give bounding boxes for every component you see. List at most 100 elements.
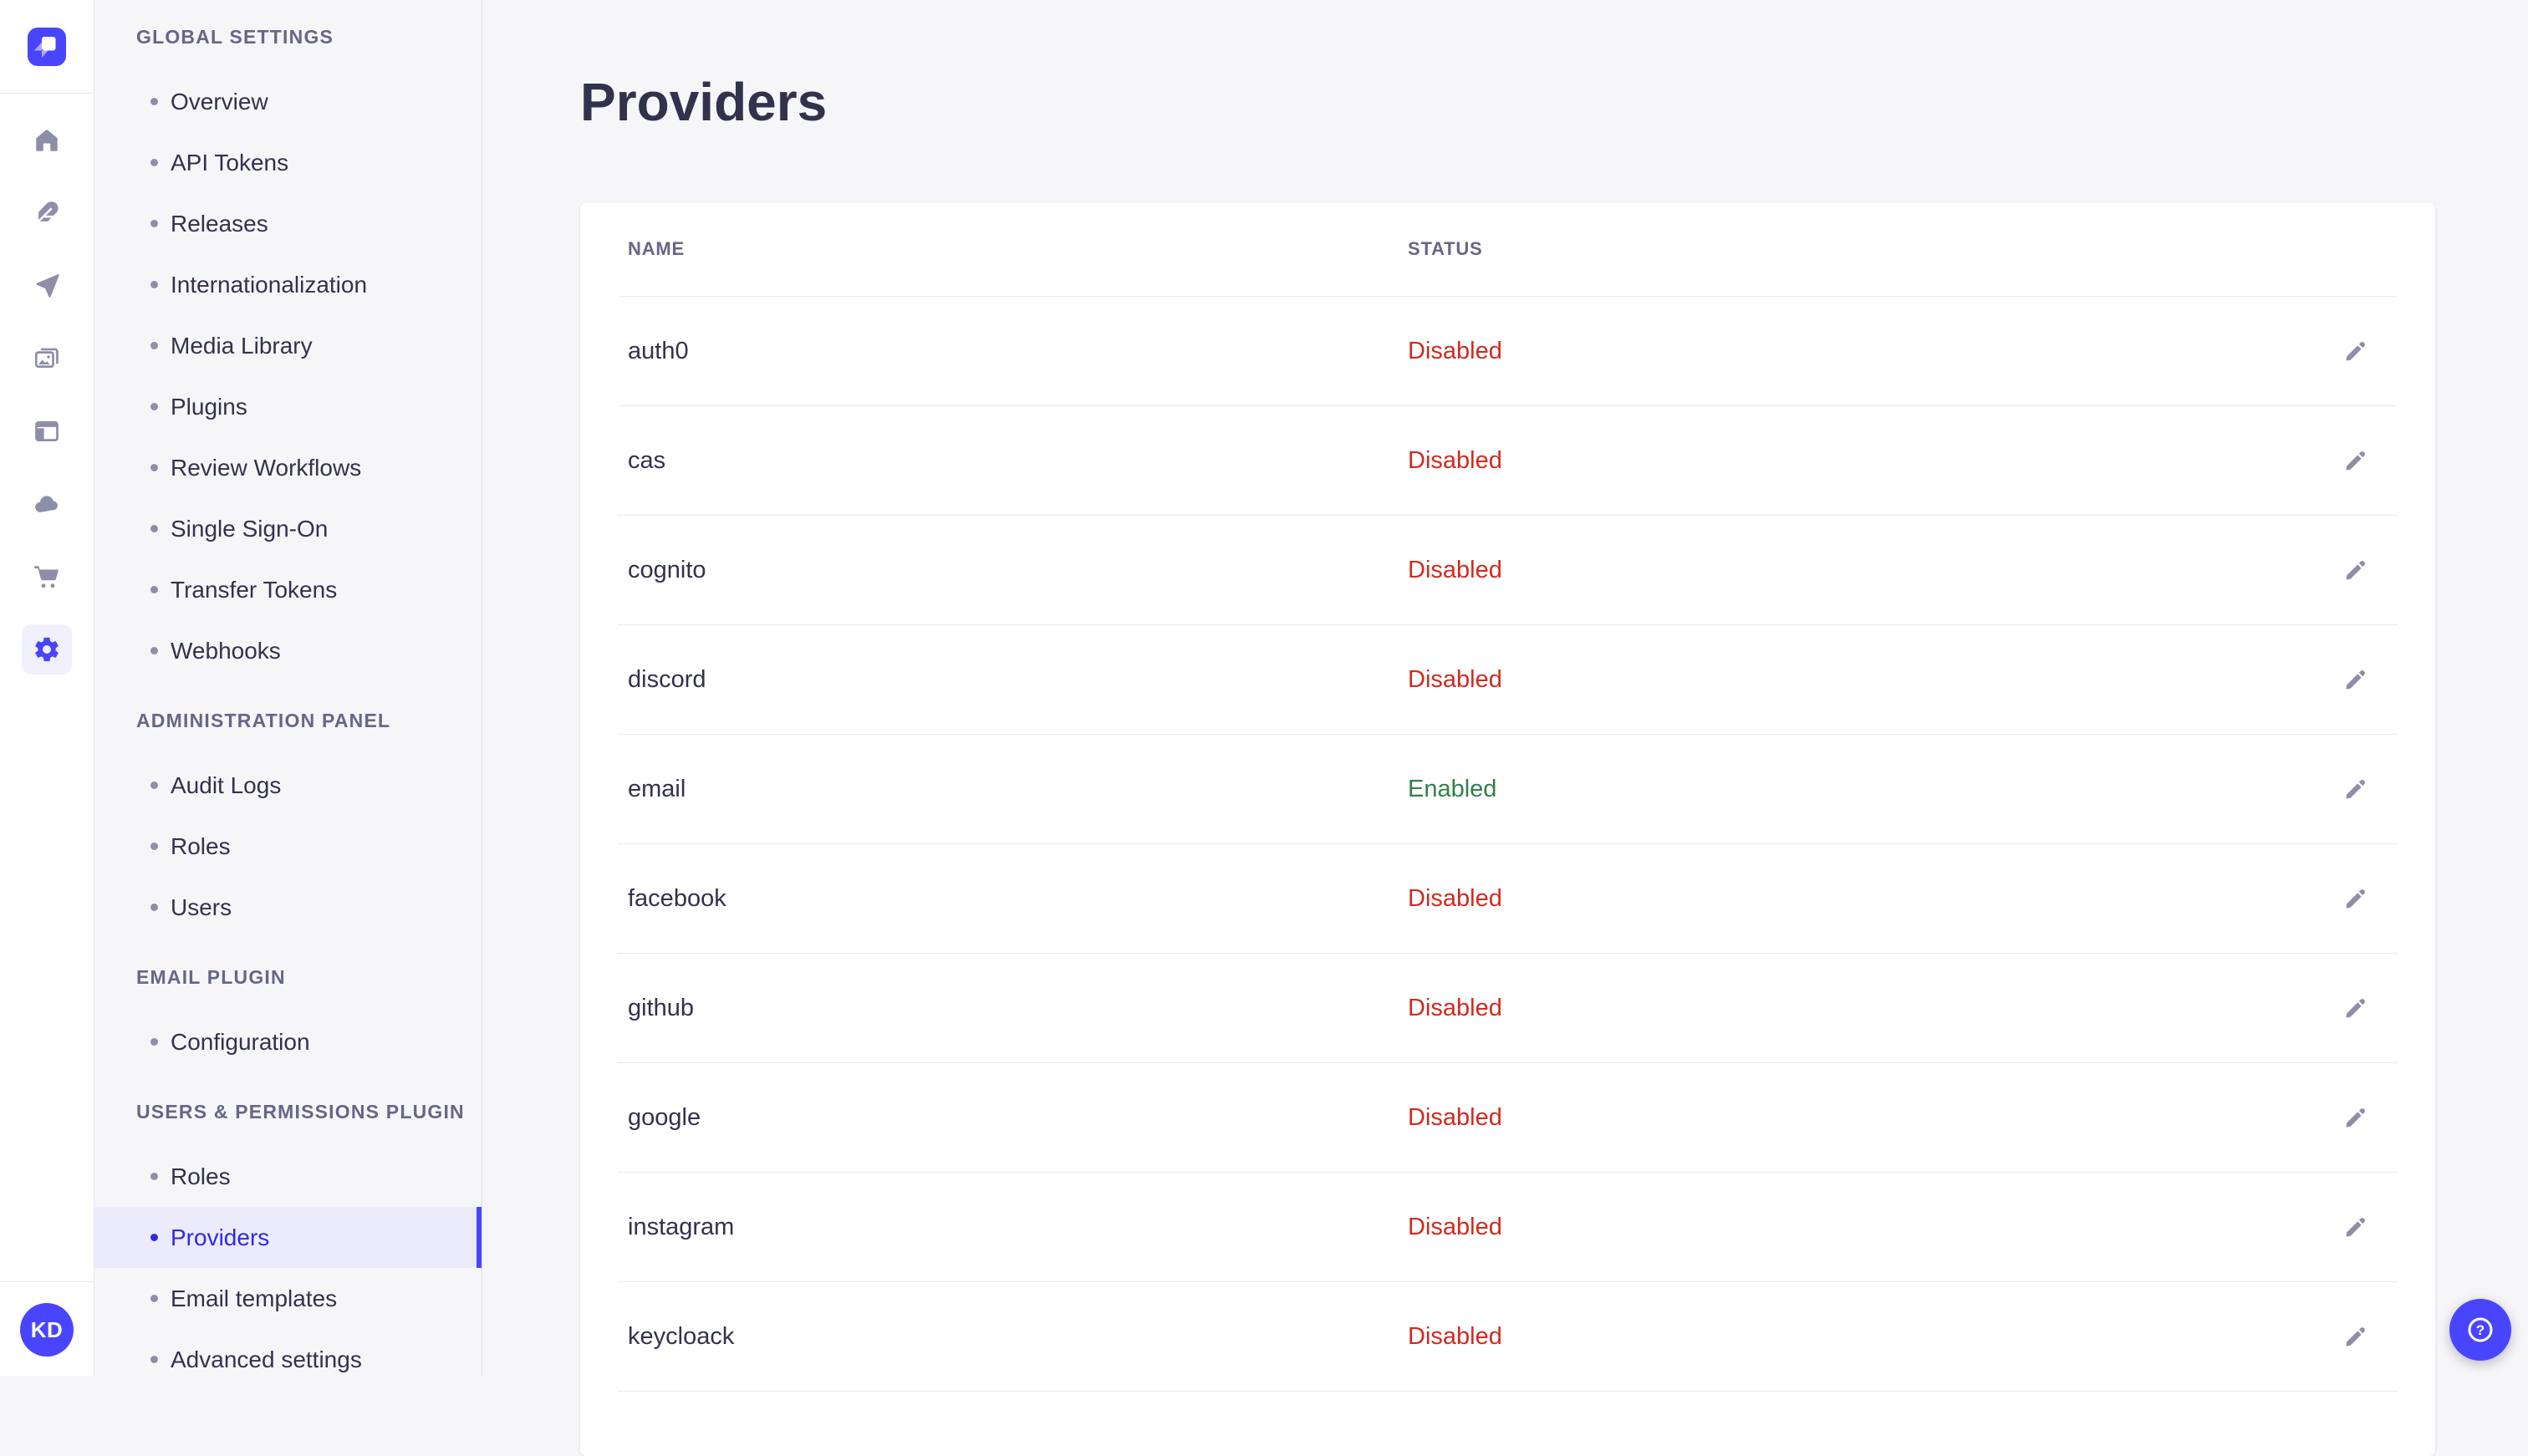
provider-name: facebook <box>618 885 1408 913</box>
bullet-icon <box>150 1356 158 1363</box>
table-row-instagram: instagram Disabled <box>580 1173 2435 1282</box>
subnav-item-webhooks[interactable]: Webhooks <box>94 620 482 681</box>
subnav-item-label: Single Sign-On <box>171 516 328 542</box>
table-row-google: google Disabled <box>580 1063 2435 1173</box>
edit-provider-button[interactable] <box>2337 880 2374 917</box>
edit-provider-button[interactable] <box>2337 1318 2374 1355</box>
home-icon <box>33 126 61 155</box>
subnav-item-single-sign-on[interactable]: Single Sign-On <box>94 498 482 559</box>
subnav-item-label: Overview <box>171 89 268 115</box>
table-header-row: NAME STATUS <box>580 202 2435 297</box>
subnav-item-label: Configuration <box>171 1029 310 1056</box>
subnav-item-audit-logs[interactable]: Audit Logs <box>94 755 482 816</box>
edit-provider-button[interactable] <box>2337 1209 2374 1245</box>
main-nav-rail: KD <box>0 0 94 1376</box>
bullet-icon <box>150 342 158 349</box>
bullet-icon <box>150 464 158 471</box>
nav-media-library-button[interactable] <box>23 335 70 382</box>
cart-icon <box>33 563 61 591</box>
table-row-github: github Disabled <box>580 954 2435 1063</box>
user-avatar[interactable]: KD <box>20 1303 74 1357</box>
edit-provider-button[interactable] <box>2337 552 2374 588</box>
subnav-item-plugins[interactable]: Plugins <box>94 376 482 437</box>
pencil-icon <box>2343 1214 2368 1240</box>
subnav-item-label: Advanced settings <box>171 1347 362 1373</box>
subnav-item-internationalization[interactable]: Internationalization <box>94 254 482 315</box>
providers-table-card: NAME STATUS auth0 Disabled cas Disabled <box>580 202 2435 1456</box>
subnav-item-roles[interactable]: Roles <box>94 816 482 877</box>
strapi-logo[interactable] <box>28 28 66 66</box>
pencil-icon <box>2343 1324 2368 1349</box>
subnav-section: EMAIL PLUGIN Configuration <box>94 947 482 1072</box>
provider-name: auth0 <box>618 338 1408 365</box>
question-mark-icon: ? <box>2464 1314 2496 1346</box>
subnav-header-users-permissions-plugin: USERS & PERMISSIONS PLUGIN <box>94 1082 482 1143</box>
subnav-item-configuration[interactable]: Configuration <box>94 1011 482 1072</box>
bullet-icon <box>150 843 158 850</box>
layout-icon <box>33 417 61 445</box>
subnav-header-global-settings: GLOBAL SETTINGS <box>94 7 482 68</box>
provider-status: Disabled <box>1408 338 1993 365</box>
nav-cloud-button[interactable] <box>23 481 70 527</box>
subnav-item-releases[interactable]: Releases <box>94 193 482 254</box>
subnav-item-label: Internationalization <box>171 272 367 298</box>
provider-name: cas <box>618 447 1408 475</box>
subnav-item-providers[interactable]: Providers <box>94 1207 482 1268</box>
subnav-item-label: Releases <box>171 211 268 237</box>
provider-name: email <box>618 776 1408 803</box>
subnav-item-email-templates[interactable]: Email templates <box>94 1268 482 1329</box>
edit-provider-button[interactable] <box>2337 333 2374 369</box>
provider-status: Disabled <box>1408 1214 1993 1241</box>
provider-status: Disabled <box>1408 557 1993 584</box>
subnav-item-label: Roles <box>171 1163 231 1190</box>
nav-marketplace-button[interactable] <box>23 553 70 600</box>
bullet-icon <box>150 647 158 654</box>
subnav-item-label: Webhooks <box>171 638 281 664</box>
edit-provider-button[interactable] <box>2337 661 2374 698</box>
provider-status: Disabled <box>1408 666 1993 694</box>
subnav-item-media-library[interactable]: Media Library <box>94 315 482 376</box>
subnav-item-review-workflows[interactable]: Review Workflows <box>94 437 482 498</box>
nav-home-button[interactable] <box>23 117 70 164</box>
subnav-item-users[interactable]: Users <box>94 877 482 938</box>
subnav-section: USERS & PERMISSIONS PLUGIN Roles Provide… <box>94 1082 482 1390</box>
provider-status: Disabled <box>1408 885 1993 913</box>
pencil-icon <box>2343 886 2368 911</box>
svg-text:?: ? <box>2476 1322 2485 1338</box>
nav-deploy-button[interactable] <box>23 262 70 309</box>
subnav-header-email-plugin: EMAIL PLUGIN <box>94 947 482 1008</box>
table-row-cognito: cognito Disabled <box>580 516 2435 625</box>
subnav-item-transfer-tokens[interactable]: Transfer Tokens <box>94 559 482 620</box>
pencil-icon <box>2343 557 2368 583</box>
edit-provider-button[interactable] <box>2337 771 2374 807</box>
bullet-icon <box>150 98 158 105</box>
column-header-name: NAME <box>618 238 1408 260</box>
settings-subnav: GLOBAL SETTINGS Overview API Tokens Rele… <box>94 0 482 1376</box>
subnav-item-overview[interactable]: Overview <box>94 71 482 132</box>
nav-content-type-builder-button[interactable] <box>23 190 70 237</box>
nav-content-manager-button[interactable] <box>23 408 70 455</box>
edit-provider-button[interactable] <box>2337 990 2374 1026</box>
subnav-item-label: Email templates <box>171 1285 337 1312</box>
edit-provider-button[interactable] <box>2337 442 2374 479</box>
provider-name: github <box>618 995 1408 1022</box>
bullet-icon <box>150 1295 158 1302</box>
table-row-cas: cas Disabled <box>580 406 2435 516</box>
subnav-item-label: Transfer Tokens <box>171 577 337 603</box>
subnav-item-label: Audit Logs <box>171 772 281 799</box>
subnav-item-label: Providers <box>171 1224 269 1251</box>
pencil-icon <box>2343 1105 2368 1130</box>
nav-settings-button[interactable] <box>22 624 72 675</box>
edit-provider-button[interactable] <box>2337 1099 2374 1136</box>
bullet-icon <box>150 1038 158 1046</box>
table-row-auth0: auth0 Disabled <box>580 297 2435 406</box>
pencil-icon <box>2343 339 2368 364</box>
help-button[interactable]: ? <box>2449 1299 2511 1361</box>
send-icon <box>33 272 61 300</box>
gear-icon <box>33 635 61 664</box>
subnav-item-api-tokens[interactable]: API Tokens <box>94 132 482 193</box>
bullet-icon <box>150 159 158 166</box>
subnav-item-roles[interactable]: Roles <box>94 1146 482 1207</box>
bullet-icon <box>150 525 158 532</box>
pencil-icon <box>2343 448 2368 473</box>
